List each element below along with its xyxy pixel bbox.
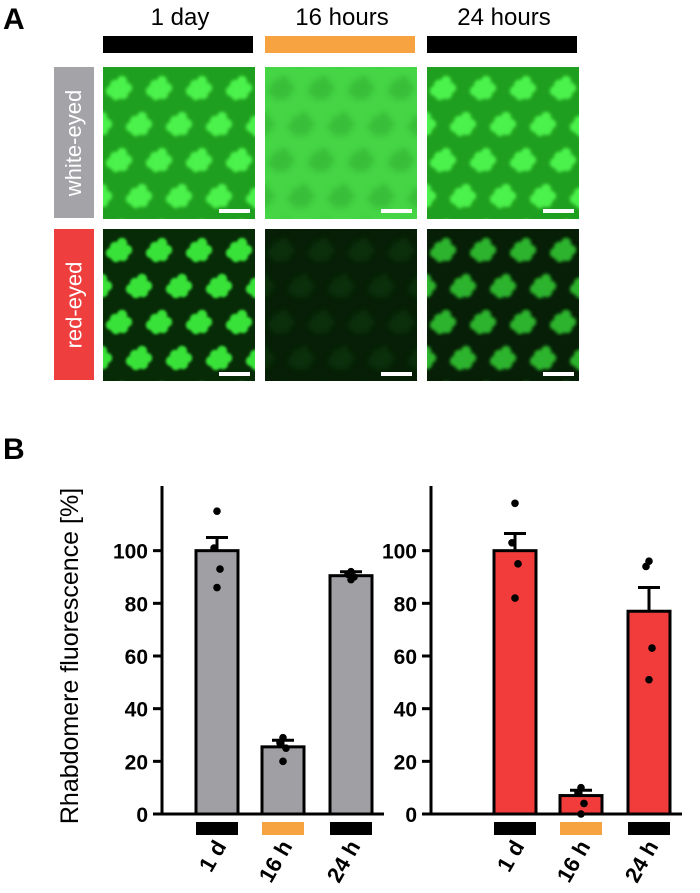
row-label-white-eyed: white-eyed <box>54 67 94 218</box>
data-point <box>648 644 656 652</box>
column-title-16-hours: 16 hours <box>295 4 389 31</box>
condition-marker-dark <box>494 822 536 835</box>
bar-24h <box>328 574 374 816</box>
rhabdomere-clusters <box>103 237 255 371</box>
x-tick-label: 24 h <box>620 836 664 887</box>
data-point <box>213 507 221 515</box>
micrograph-image <box>103 229 255 381</box>
micrograph-red-eyed-24-hours <box>427 229 579 381</box>
y-tick-label: 100 <box>382 541 417 564</box>
condition-bar-dark-24-hours <box>427 36 577 53</box>
condition-bar-dark-1-day <box>103 36 253 53</box>
condition-marker-dark <box>196 822 238 835</box>
micrograph-white-eyed-24-hours <box>427 67 579 219</box>
micrograph-white-eyed-16-hours <box>265 67 417 219</box>
data-point <box>276 739 284 747</box>
x-tick-label: 16 h <box>254 836 298 887</box>
data-point <box>347 575 355 584</box>
data-point <box>210 544 218 552</box>
micrograph-image <box>265 67 417 219</box>
condition-marker-light <box>262 822 304 835</box>
micrograph-white-eyed-1-day <box>103 67 255 219</box>
y-tick-label: 80 <box>125 593 148 616</box>
bar-charts: 0 20 40 60 80 100 1 d 16 h 24 h Rhabdomere fluore… <box>0 440 700 888</box>
condition-marker-light <box>560 822 602 835</box>
data-point <box>282 744 290 752</box>
column-title-24-hours: 24 hours <box>457 4 551 31</box>
y-tick-label: 60 <box>125 646 148 669</box>
y-tick-label: 0 <box>136 804 148 827</box>
bar-1d <box>194 549 240 816</box>
rhabdomere-clusters <box>265 75 417 209</box>
y-tick-label: 60 <box>394 646 417 669</box>
data-point <box>642 562 650 571</box>
bar-1d <box>492 549 538 816</box>
panel-a-label: A <box>3 3 25 36</box>
rhabdomere-clusters <box>265 237 417 371</box>
data-point <box>645 675 653 684</box>
column-title-1-day: 1 day <box>150 4 210 31</box>
x-tick-label: 1 d <box>492 836 530 876</box>
micrograph-image <box>427 67 579 219</box>
data-point <box>216 565 224 573</box>
y-tick-label: 40 <box>394 699 417 722</box>
y-tick-label: 20 <box>125 751 148 774</box>
y-tick-label: 100 <box>113 541 148 564</box>
x-tick-label: 24 h <box>322 836 366 887</box>
data-point <box>574 789 582 797</box>
scale-bar <box>219 209 250 213</box>
data-point <box>514 560 522 568</box>
scale-bar <box>381 209 412 213</box>
data-point <box>511 594 519 602</box>
bar-24h <box>626 609 672 816</box>
data-point <box>213 583 221 592</box>
micrograph-image <box>103 67 255 219</box>
scale-bar <box>543 372 574 376</box>
y-axis-label: Rhabdomere fluorescence [%] <box>56 488 84 824</box>
x-tick-label: 1 d <box>194 836 232 876</box>
condition-bar-light-16-hours <box>265 36 415 53</box>
y-tick-label: 0 <box>405 804 417 827</box>
row-label-white-eyed-text: white-eyed <box>61 89 87 196</box>
micrograph-red-eyed-1-day <box>103 229 255 381</box>
data-point <box>577 810 585 818</box>
rhabdomere-clusters <box>427 237 579 371</box>
micrograph-red-eyed-16-hours <box>265 229 417 381</box>
scale-bar <box>381 372 412 376</box>
data-point <box>508 538 516 547</box>
rhabdomere-clusters <box>427 75 579 209</box>
scale-bar <box>219 372 250 376</box>
data-point <box>279 757 287 766</box>
rhabdomere-clusters <box>103 75 255 209</box>
micrograph-image <box>427 229 579 381</box>
condition-marker-dark <box>628 822 670 835</box>
data-point <box>511 499 519 508</box>
condition-marker-dark <box>330 822 372 835</box>
micrograph-image <box>265 229 417 381</box>
bar-charts-svg: 0 20 40 60 80 100 1 d 16 h 24 h Rhabdomere fluore… <box>56 486 682 887</box>
y-tick-label: 40 <box>125 699 148 722</box>
row-label-red-eyed-text: red-eyed <box>61 261 86 348</box>
row-label-red-eyed: red-eyed <box>54 229 94 380</box>
y-tick-label: 80 <box>394 593 417 616</box>
panel-b-label: B <box>3 433 25 466</box>
scale-bar <box>543 209 574 213</box>
x-tick-label: 16 h <box>552 836 596 887</box>
data-point <box>580 799 588 808</box>
y-tick-label: 20 <box>394 751 417 774</box>
bar-16h <box>260 745 306 816</box>
